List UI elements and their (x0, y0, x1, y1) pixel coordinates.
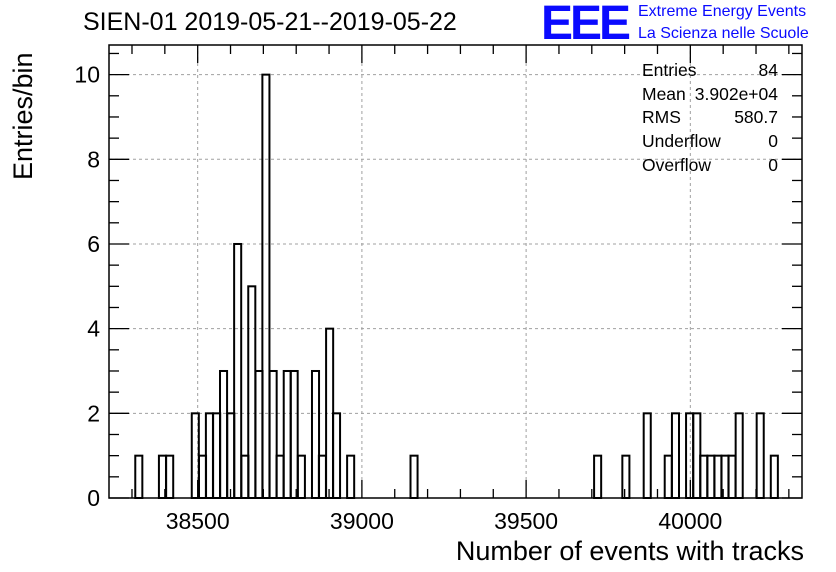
x-tick-label: 40000 (658, 508, 722, 534)
y-tick-label: 0 (87, 485, 100, 511)
histogram-bin (134, 454, 144, 499)
histogram-bin (769, 454, 779, 499)
stats-value: 84 (758, 60, 778, 80)
logo-tagline-2: La Scienza nelle Scuole (638, 25, 809, 42)
x-tick-label: 39500 (494, 508, 558, 534)
eee-logo: EEE (541, 0, 631, 50)
stats-value: 0 (768, 131, 778, 152)
stats-value: 3.902e+04 (694, 83, 778, 104)
histogram-bin (621, 454, 631, 499)
axis-tick-labels: 38500 39000 39500 40000 0 2 4 6 8 10 (74, 62, 722, 534)
y-tick-label: 10 (74, 62, 100, 88)
histogram-bin (593, 454, 603, 499)
histogram-bin (165, 454, 175, 499)
histogram-bin (670, 412, 681, 500)
y-tick-label: 4 (87, 316, 100, 342)
stats-row-rms: RMS 580.7 (642, 107, 778, 131)
stats-row-entries: Entries 84 (642, 60, 778, 84)
chart-title: SIEN-01 2019-05-21--2019-05-22 (83, 8, 457, 36)
y-tick-label: 8 (87, 146, 100, 172)
stats-row-mean: Mean 3.902e+04 (642, 84, 778, 108)
histogram-bin (755, 412, 765, 500)
histogram-bin (685, 412, 695, 500)
stats-label: RMS (642, 107, 681, 128)
histogram-bin (409, 454, 419, 499)
logo-tagline-1: Extreme Energy Events (638, 3, 807, 20)
stats-value: 0 (768, 154, 778, 175)
axis-ticks (109, 45, 802, 499)
histogram-bin (734, 412, 744, 500)
stats-label: Mean (642, 83, 686, 104)
plot-frame (108, 44, 803, 499)
histogram-bin (642, 412, 652, 500)
y-tick-label: 2 (87, 400, 100, 426)
stats-row-underflow: Underflow 0 (642, 131, 778, 155)
x-axis-label: Number of events with tracks (455, 536, 804, 566)
x-tick-label: 39000 (330, 508, 394, 534)
x-tick-label: 38500 (166, 508, 230, 534)
stats-row-overflow: Overflow 0 (642, 155, 778, 179)
y-axis-label: Entries/bin (8, 52, 38, 180)
histogram-bin (346, 454, 356, 499)
stats-label: Underflow (642, 131, 721, 152)
stats-label: Entries (642, 60, 697, 80)
stats-box: Entries 84 Mean 3.902e+04 RMS 580.7 Unde… (642, 60, 778, 178)
histogram-bin (663, 454, 673, 499)
histogram-bin (296, 454, 306, 499)
stats-label: Overflow (642, 154, 712, 175)
y-tick-label: 6 (87, 231, 100, 257)
stats-value: 580.7 (734, 107, 778, 128)
